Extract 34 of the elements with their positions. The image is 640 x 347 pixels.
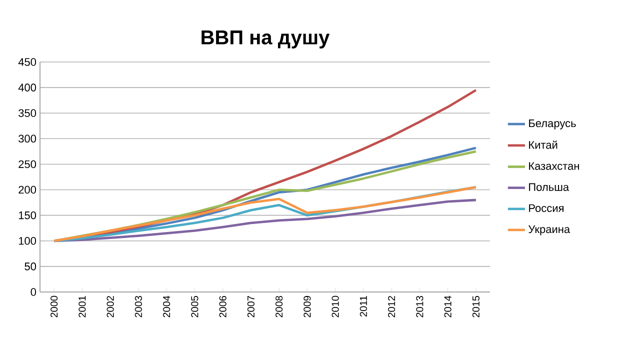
- legend-label: Беларусь: [529, 120, 576, 130]
- x-tick-label: 2010: [332, 296, 339, 318]
- legend-label: Украина: [528, 225, 570, 236]
- y-tick-label: 150: [18, 211, 36, 220]
- legend-label: Китай: [529, 140, 558, 149]
- y-tick-label: 50: [24, 262, 36, 270]
- y-tick-label: 0: [30, 288, 36, 296]
- x-tick-label: 2011: [360, 296, 367, 317]
- x-tick-label: 2013: [416, 296, 424, 318]
- y-tick-label: 400: [18, 84, 36, 92]
- x-tick-label: 2001: [78, 296, 86, 318]
- x-tick-label: 2003: [134, 296, 142, 318]
- legend-label: Россия: [529, 204, 564, 212]
- x-tick-label: 2004: [163, 296, 170, 318]
- legend-label: Польша: [529, 183, 570, 191]
- x-tick-label: 2012: [388, 296, 396, 318]
- legend-label: Казахстан: [529, 162, 579, 170]
- x-tick-label: 2014: [444, 296, 452, 318]
- x-tick-label: 2006: [219, 296, 226, 318]
- y-tick-label: 350: [18, 109, 36, 117]
- y-tick-label: 450: [18, 58, 36, 66]
- x-tick-label: 2000: [50, 296, 58, 318]
- x-tick-label: 2005: [191, 296, 198, 318]
- y-tick-label: 250: [18, 160, 36, 168]
- x-tick-label: 2009: [304, 296, 311, 318]
- y-tick-label: 100: [18, 236, 36, 245]
- x-tick-label: 2015: [472, 296, 480, 318]
- x-tick-label: 2008: [276, 296, 283, 318]
- x-tick-label: 2007: [247, 296, 254, 318]
- y-tick-label: 200: [18, 186, 36, 194]
- chart-title: ВВП на душу: [202, 30, 330, 48]
- line-series: [52, 186, 478, 242]
- x-tick-label: 2002: [106, 296, 114, 318]
- y-tick-label: 300: [18, 134, 36, 143]
